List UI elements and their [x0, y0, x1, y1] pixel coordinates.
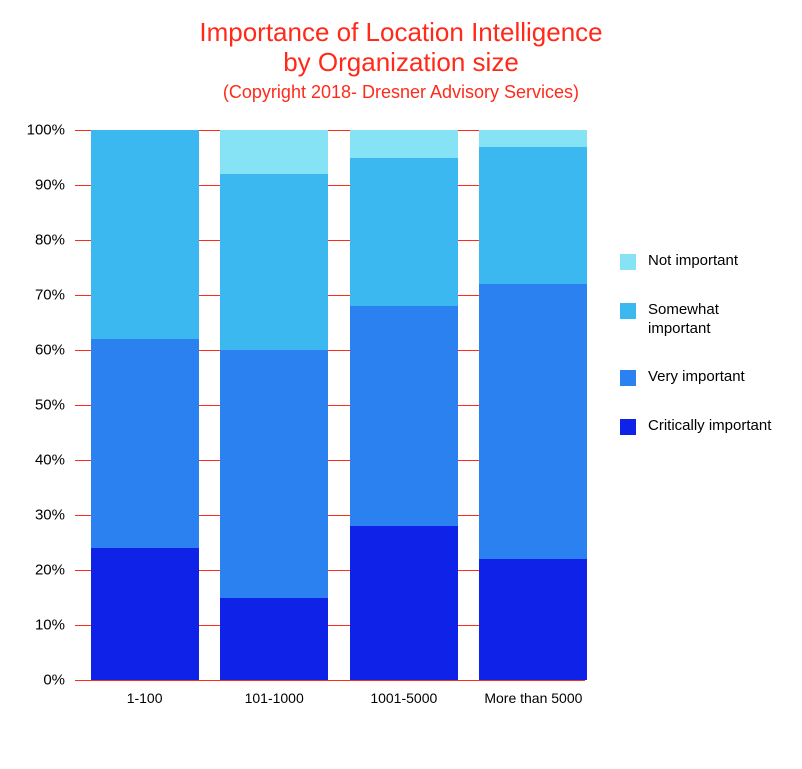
title-line-2: by Organization size — [283, 47, 519, 77]
x-axis-label: 101-1000 — [214, 690, 334, 706]
y-axis-label: 70% — [35, 287, 65, 304]
bar — [350, 130, 458, 680]
legend: Not important Somewhat important Very impo… — [620, 252, 780, 466]
bar-segment — [220, 350, 328, 598]
x-axis-label: 1001-5000 — [344, 690, 464, 706]
legend-swatch — [620, 254, 636, 270]
bar-segment — [91, 339, 199, 548]
legend-label: Somewhat important — [648, 301, 780, 339]
y-axis-label: 50% — [35, 397, 65, 414]
bar — [479, 130, 587, 680]
legend-item: Critically important — [620, 417, 780, 436]
bar-segment — [220, 130, 328, 174]
bar-segment — [91, 130, 199, 339]
y-axis-label: 100% — [27, 122, 65, 139]
y-axis-label: 90% — [35, 177, 65, 194]
legend-swatch — [620, 370, 636, 386]
y-axis-label: 40% — [35, 452, 65, 469]
bar-segment — [350, 306, 458, 526]
legend-swatch — [620, 419, 636, 435]
legend-item: Not important — [620, 252, 780, 271]
y-axis-label: 10% — [35, 617, 65, 634]
legend-item: Somewhat important — [620, 301, 780, 339]
legend-label: Critically important — [648, 417, 771, 436]
chart-title: Importance of Location Intelligence by O… — [0, 18, 802, 78]
bar-segment — [220, 174, 328, 350]
bar-segment — [479, 559, 587, 680]
y-axis-label: 30% — [35, 507, 65, 524]
chart-subtitle: (Copyright 2018- Dresner Advisory Servic… — [0, 82, 802, 103]
bar-segment — [479, 147, 587, 285]
bar — [91, 130, 199, 680]
x-axis-label: More than 5000 — [473, 690, 593, 706]
bar-segment — [479, 284, 587, 559]
title-line-1: Importance of Location Intelligence — [199, 17, 602, 47]
y-axis-label: 20% — [35, 562, 65, 579]
bar-segment — [350, 526, 458, 680]
y-axis-label: 80% — [35, 232, 65, 249]
gridline — [75, 680, 585, 681]
plot-area: 0%10%20%30%40%50%60%70%80%90%100%1-10010… — [75, 130, 585, 680]
legend-label: Not important — [648, 252, 738, 271]
y-axis-label: 60% — [35, 342, 65, 359]
chart-container: Importance of Location Intelligence by O… — [0, 0, 802, 769]
bar — [220, 130, 328, 680]
bar-segment — [350, 158, 458, 307]
legend-item: Very important — [620, 368, 780, 387]
bar-segment — [91, 548, 199, 680]
x-axis-label: 1-100 — [85, 690, 205, 706]
bar-segment — [479, 130, 587, 147]
bar-segment — [220, 598, 328, 681]
bar-segment — [350, 130, 458, 158]
legend-label: Very important — [648, 368, 745, 387]
y-axis-label: 0% — [43, 672, 65, 689]
legend-swatch — [620, 303, 636, 319]
